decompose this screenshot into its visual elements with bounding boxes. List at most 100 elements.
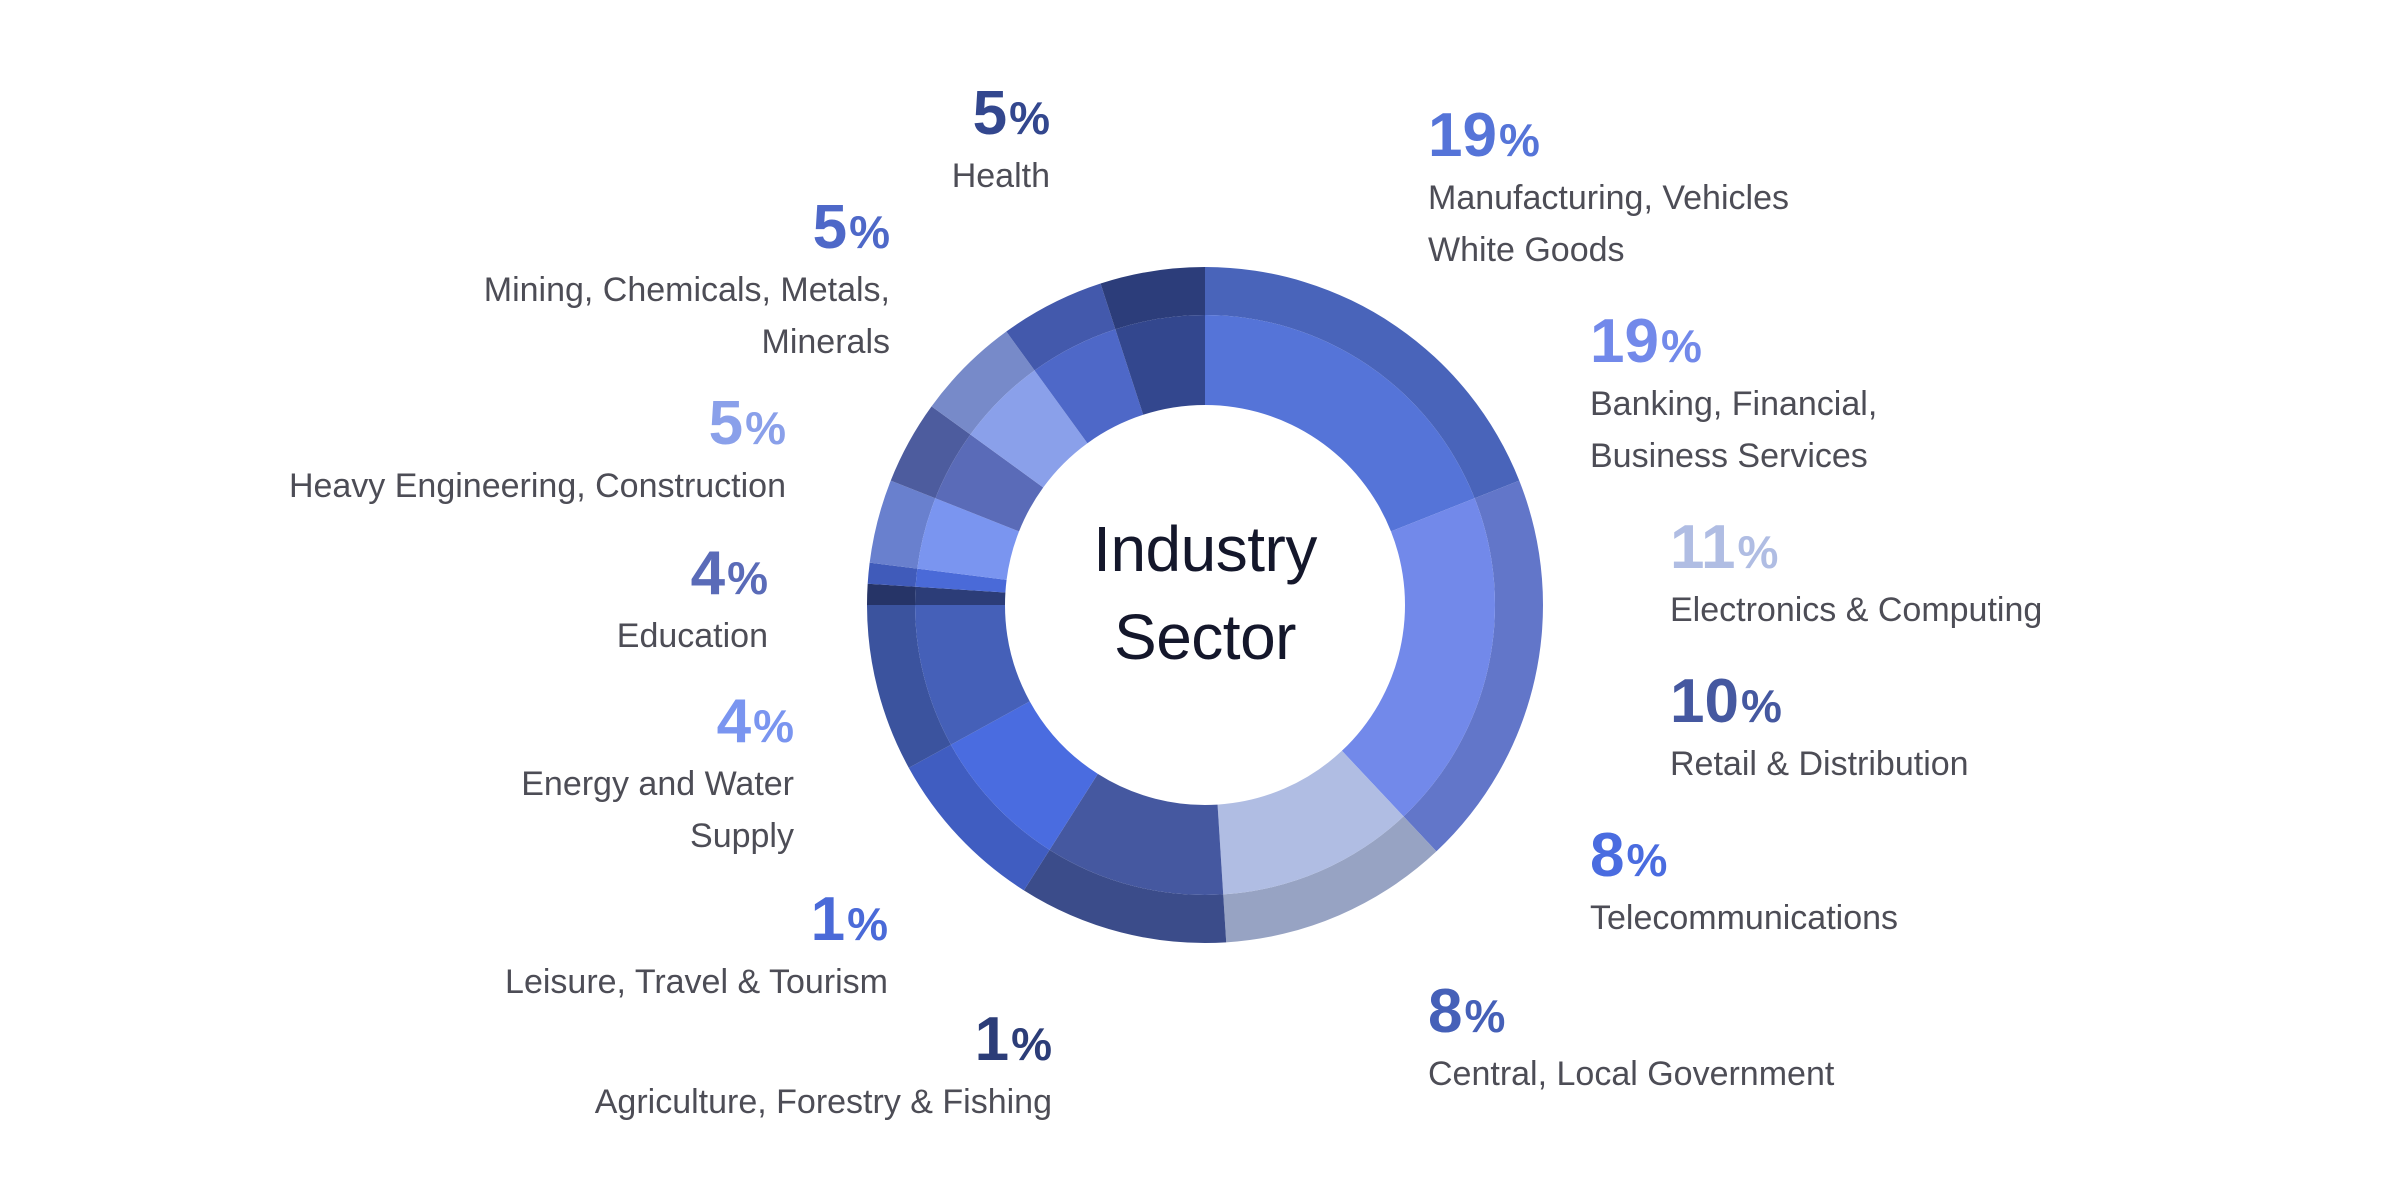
slice-percent: 19% [1428, 104, 1789, 172]
slice-percent-value: 4 [716, 687, 752, 756]
percent-sign: % [1498, 114, 1540, 166]
slice-percent: 8% [1590, 824, 1898, 892]
slice-percent: 19% [1590, 310, 1877, 378]
donut-slice-3 [1049, 773, 1224, 895]
slice-name-line: Energy and Water [521, 765, 794, 803]
percent-sign: % [1660, 320, 1702, 372]
percent-sign: % [849, 206, 890, 258]
percent-sign: % [1740, 680, 1782, 732]
slice-label-5: 8% Central, Local Government [1428, 980, 1834, 1100]
donut-slice-12 [1115, 315, 1205, 415]
slice-name: Health [952, 150, 1050, 202]
slice-name-line: White Goods [1428, 231, 1625, 269]
slice-percent-value: 8 [1590, 821, 1625, 890]
slice-percent: 10% [1670, 670, 1969, 738]
percent-sign: % [745, 402, 786, 454]
slice-name-line: Banking, Financial, [1590, 385, 1878, 423]
slice-percent-value: 8 [1428, 977, 1463, 1046]
donut-slice-outer-4 [908, 744, 1050, 891]
donut-slice-outer-10 [931, 331, 1035, 435]
slice-name: Retail & Distribution [1670, 738, 1969, 790]
donut-slice-7 [915, 568, 1007, 593]
donut-slice-outer-7 [867, 562, 918, 587]
donut-slice-2 [1217, 750, 1404, 895]
slice-name-line: Telecommunications [1590, 899, 1899, 937]
slice-label-12: 5% Health [952, 82, 1050, 202]
slice-percent-value: 10 [1670, 667, 1739, 736]
slice-name-line: Mining, Chemicals, Metals, [483, 271, 890, 309]
donut-slice-11 [1034, 329, 1144, 444]
percent-sign: % [1011, 1018, 1052, 1070]
donut-slice-5 [915, 605, 1030, 745]
slice-name-line: Heavy Engineering, Construction [288, 467, 786, 505]
slice-label-10: 5% Heavy Engineering, Construction [289, 392, 786, 512]
slice-name: Energy and Water Supply [521, 758, 794, 862]
slice-label-8: 4% Energy and Water Supply [521, 690, 794, 862]
percent-sign: % [1464, 990, 1506, 1042]
percent-sign: % [727, 552, 768, 604]
donut-slice-8 [917, 498, 1020, 580]
donut-slice-outer-0 [1205, 267, 1520, 499]
slice-name-line: Supply [690, 817, 794, 855]
slice-percent-value: 4 [690, 539, 726, 608]
donut-slice-0 [1205, 315, 1475, 532]
slice-percent-value: 19 [1590, 307, 1659, 376]
slice-label-11: 5% Mining, Chemicals, Metals, Minerals [484, 196, 890, 368]
slice-percent-value: 11 [1670, 513, 1736, 582]
slice-percent-value: 5 [972, 79, 1008, 148]
slice-name: Education [617, 610, 768, 662]
donut-slice-outer-5 [867, 605, 951, 768]
slice-percent: 4% [521, 690, 794, 758]
percent-sign: % [753, 700, 794, 752]
donut-slice-outer-8 [869, 480, 936, 569]
slice-name-line: Leisure, Travel & Tourism [505, 963, 888, 1001]
slice-label-3: 10% Retail & Distribution [1670, 670, 1969, 790]
donut-slice-outer-6 [867, 583, 916, 605]
slice-percent: 5% [952, 82, 1050, 150]
center-title-line2: Sector [1114, 601, 1296, 673]
donut-slice-4 [950, 701, 1098, 850]
slice-label-6: 1% Agriculture, Forestry & Fishing [595, 1008, 1052, 1128]
slice-name-line: Manufacturing, Vehicles [1428, 179, 1789, 217]
slice-name-line: Minerals [761, 323, 890, 361]
slice-name: Heavy Engineering, Construction [289, 460, 786, 512]
slice-name-line: Education [616, 617, 768, 655]
slice-name: Banking, Financial, Business Services [1590, 378, 1877, 482]
slice-name: Leisure, Travel & Tourism [505, 956, 888, 1008]
donut-slice-outer-11 [1006, 283, 1116, 371]
slice-percent: 8% [1428, 980, 1834, 1048]
slice-name: Mining, Chemicals, Metals, Minerals [484, 264, 890, 368]
slice-name-line: Health [951, 157, 1050, 195]
center-title-line1: Industry [1093, 513, 1317, 585]
slice-name-line: Central, Local Government [1428, 1055, 1835, 1093]
slice-percent-value: 19 [1428, 101, 1497, 170]
slice-label-7: 1% Leisure, Travel & Tourism [505, 888, 888, 1008]
slice-name-line: Business Services [1590, 437, 1868, 475]
donut-slice-10 [970, 370, 1088, 488]
donut-slice-outer-1 [1403, 480, 1543, 852]
donut-slice-outer-12 [1100, 267, 1205, 330]
slice-percent-value: 1 [974, 1005, 1010, 1074]
slice-name-line: Electronics & Computing [1670, 591, 2043, 629]
slice-percent: 5% [289, 392, 786, 460]
percent-sign: % [847, 898, 888, 950]
chart-center-title: Industry Sector [1035, 505, 1375, 681]
slice-name: Central, Local Government [1428, 1048, 1834, 1100]
donut-slice-1 [1341, 498, 1495, 817]
percent-sign: % [1626, 834, 1668, 886]
donut-slice-6 [915, 586, 1006, 605]
slice-percent: 5% [484, 196, 890, 264]
slice-label-1: 19% Banking, Financial, Business Services [1590, 310, 1877, 482]
slice-percent: 1% [595, 1008, 1052, 1076]
slice-name-line: Agriculture, Forestry & Fishing [594, 1083, 1052, 1121]
slice-label-0: 19% Manufacturing, Vehicles White Goods [1428, 104, 1789, 276]
slice-percent: 11% [1670, 516, 2042, 584]
percent-sign: % [1009, 92, 1050, 144]
donut-slice-9 [935, 434, 1044, 532]
slice-percent-value: 1 [810, 885, 846, 954]
slice-percent: 1% [505, 888, 888, 956]
donut-slices [867, 267, 1543, 943]
slice-percent: 4% [617, 542, 768, 610]
slice-percent-value: 5 [708, 389, 744, 458]
